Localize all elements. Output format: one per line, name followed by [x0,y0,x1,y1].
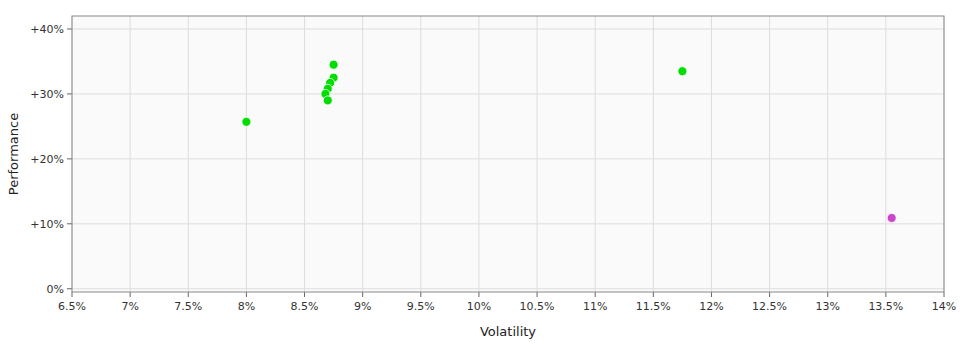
tick-x [246,292,247,297]
tick-x [478,292,479,297]
tick-x [653,292,654,297]
x-axis-label: Volatility [480,324,536,339]
tick-x [362,292,363,297]
tick-x [827,292,828,297]
grid-line-y [72,93,944,94]
tick-label-x: 13% [816,300,840,313]
tick-label-x: 8.5% [291,300,319,313]
tick-x [885,292,886,297]
grid-line-x [537,16,538,292]
axes: 6.5% 7% 7.5% 8% 8.5% 9% 9.5% 10% 10.5% 11% 11.5% 12… [30,16,956,313]
points [242,60,896,222]
tick-y [67,28,72,29]
tick-x [944,292,945,297]
tick-label-x: 12% [699,300,723,313]
tick-label-x: 6.5% [58,300,86,313]
chart: 6.5% 7% 7.5% 8% 8.5% 9% 9.5% 10% 10.5% 11% 11.5% 12… [0,0,966,350]
grid-line-x [188,16,189,292]
tick-label-x: 9% [354,300,371,313]
tick-y [67,288,72,289]
tick-x [537,292,538,297]
tick-label-x: 11.5% [636,300,671,313]
tick-label-x: 7.5% [174,300,202,313]
tick-label-x: 13.5% [868,300,903,313]
tick-y [67,223,72,224]
tick-label-x: 9.5% [407,300,435,313]
grid-line-x [478,16,479,292]
grid-line-y [72,288,944,289]
tick-y [67,93,72,94]
y-axis-label: Performance [6,113,21,195]
tick-x [595,292,596,297]
tick-label-x: 12.5% [752,300,787,313]
grid-line-y [72,223,944,224]
tick-label-y: +20% [30,153,64,166]
tick-label-x: 7% [121,300,138,313]
tick-label-x: 11% [583,300,607,313]
point [887,213,896,222]
grid-line-y [72,28,944,29]
tick-label-y: +40% [30,23,64,36]
series [242,60,687,126]
grid-line-x [420,16,421,292]
grid-line-x [246,16,247,292]
tick-x [711,292,712,297]
tick-x [130,292,131,297]
tick-x [188,292,189,297]
grid-line-x [595,16,596,292]
tick-label-y: +30% [30,88,64,101]
tick-label-y: 0% [47,283,64,296]
tick-y [67,158,72,159]
tick-x [420,292,421,297]
grid-line-x [304,16,305,292]
tick-label-y: +10% [30,218,64,231]
grid-line-x [769,16,770,292]
tick-x [72,292,73,297]
grid-line-x [711,16,712,292]
plot-area [72,16,944,292]
grid-line-x [653,16,654,292]
point [329,60,338,69]
tick-label-x: 14% [932,300,956,313]
plot-frame [72,16,944,292]
tick-label-x: 10.5% [520,300,555,313]
grid-line-x [827,16,828,292]
grid [72,16,944,292]
grid-line-y [72,158,944,159]
tick-label-x: 8% [238,300,255,313]
point [242,117,251,126]
point [678,67,687,76]
tick-x [304,292,305,297]
series [887,213,896,222]
grid-line-x [362,16,363,292]
point [323,96,332,105]
grid-line-x [130,16,131,292]
tick-label-x: 10% [467,300,491,313]
grid-line-x [885,16,886,292]
tick-x [769,292,770,297]
